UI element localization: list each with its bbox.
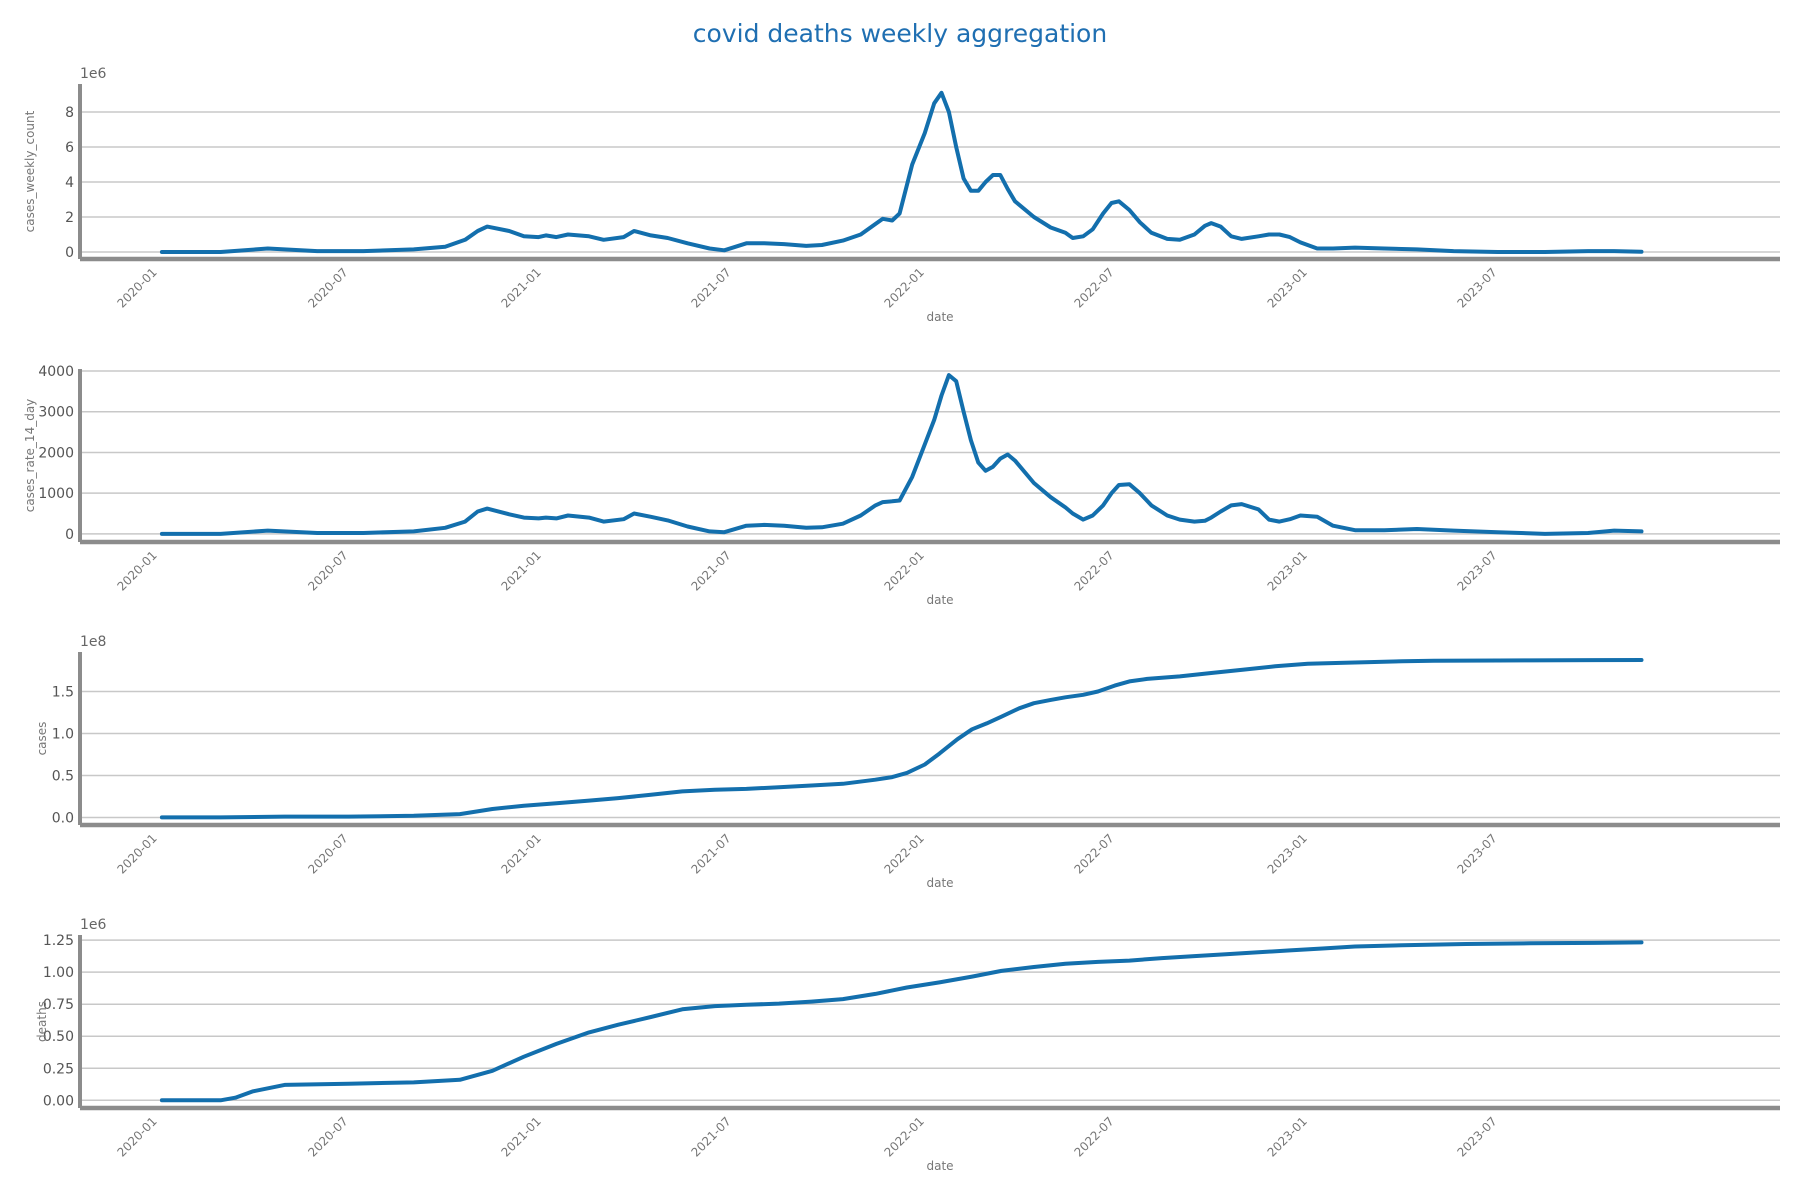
- x-tick-label: 2020-07: [305, 548, 350, 593]
- subplot-4: 0.00 0.25 0.50 0.75 1.00 1.25 1e6 2020-01 2020-0…: [35, 917, 1780, 1173]
- x-tick-label: 2023-01: [1265, 265, 1310, 310]
- y-tick-label: 3000: [38, 405, 74, 421]
- x-axis-label: date: [926, 1159, 953, 1173]
- y-tick-label: 0: [65, 245, 74, 261]
- x-tick-label: 2021-07: [688, 265, 733, 310]
- x-axis-label: date: [926, 310, 953, 324]
- series-line: [159, 940, 1644, 1103]
- y-tick-label: 2: [65, 210, 74, 226]
- x-axis-label: date: [926, 876, 953, 890]
- x-tick-label: 2022-01: [882, 548, 927, 593]
- x-tick-label: 2023-07: [1454, 265, 1499, 310]
- y-tick-label: 1.5: [52, 684, 74, 700]
- x-tick-label: 2023-01: [1265, 831, 1310, 876]
- chart-title: covid deaths weekly aggregation: [693, 19, 1107, 48]
- y-tick-label: 1000: [38, 486, 74, 502]
- x-tick-label: 2021-07: [688, 1114, 733, 1159]
- y-tick-label: 1.25: [43, 933, 74, 949]
- y-tick-label: 0: [65, 527, 74, 543]
- series-line: [159, 90, 1644, 254]
- x-tick-label: 2021-01: [498, 548, 543, 593]
- axis-offset-label: 1e8: [80, 634, 106, 650]
- x-tick-label: 2021-01: [498, 831, 543, 876]
- x-tick-label: 2021-01: [498, 1114, 543, 1159]
- y-tick-label: 4000: [38, 364, 74, 380]
- subplot-1: 0 2 4 6 8 1e6 2020-01 2020-07 2021-01 2021-07 2022…: [23, 66, 1780, 324]
- y-tick-label: 6: [65, 140, 74, 156]
- x-tick-label: 2020-01: [114, 265, 159, 310]
- x-tick-label: 2020-07: [305, 1114, 350, 1159]
- x-tick-label: 2023-01: [1265, 548, 1310, 593]
- x-axis-label: date: [926, 593, 953, 607]
- x-tick-label: 2022-07: [1071, 1114, 1116, 1159]
- x-tick-label: 2020-01: [114, 831, 159, 876]
- x-tick-label: 2023-07: [1454, 1114, 1499, 1159]
- axis-offset-label: 1e6: [80, 66, 107, 82]
- series-line: [159, 373, 1644, 536]
- y-tick-label: 1.00: [43, 965, 74, 981]
- subplot-3: 0.0 0.5 1.0 1.5 1e8 2020-01 2020-07 2021-01 2021…: [35, 634, 1780, 890]
- x-tick-label: 2020-07: [305, 265, 350, 310]
- x-tick-label: 2022-01: [882, 265, 927, 310]
- x-tick-label: 2021-01: [498, 265, 543, 310]
- y-tick-label: 4: [65, 175, 74, 191]
- y-axis-label: cases: [35, 722, 49, 756]
- x-tick-label: 2023-07: [1454, 548, 1499, 593]
- x-tick-label: 2021-07: [688, 548, 733, 593]
- y-tick-label: 8: [65, 105, 74, 121]
- x-tick-label: 2022-07: [1071, 831, 1116, 876]
- x-tick-label: 2022-07: [1071, 548, 1116, 593]
- x-tick-label: 2020-07: [305, 831, 350, 876]
- x-tick-label: 2020-01: [114, 548, 159, 593]
- x-tick-label: 2021-07: [688, 831, 733, 876]
- y-tick-label: 0.75: [43, 997, 74, 1013]
- y-tick-label: 0.0: [52, 810, 74, 826]
- x-tick-label: 2022-01: [882, 1114, 927, 1159]
- axis-offset-label: 1e6: [80, 917, 107, 933]
- y-axis-label: cases_weekly_count: [23, 110, 37, 232]
- y-tick-label: 1.0: [52, 726, 74, 742]
- x-tick-label: 2023-01: [1265, 1114, 1310, 1159]
- y-axis-label: deaths: [35, 1001, 49, 1042]
- x-tick-label: 2023-07: [1454, 831, 1499, 876]
- y-tick-label: 0.00: [43, 1093, 74, 1109]
- x-tick-label: 2022-07: [1071, 265, 1116, 310]
- y-tick-label: 0.50: [43, 1029, 74, 1045]
- y-tick-label: 0.5: [52, 768, 74, 784]
- y-tick-label: 2000: [38, 445, 74, 461]
- x-tick-label: 2022-01: [882, 831, 927, 876]
- subplot-2: 0 1000 2000 3000 4000 2020-01 2020-07 2021-01 20…: [23, 364, 1780, 607]
- y-tick-label: 0.25: [43, 1061, 74, 1077]
- series-line: [159, 658, 1644, 820]
- y-axis-label: cases_rate_14_day: [23, 399, 37, 513]
- x-tick-label: 2020-01: [114, 1114, 159, 1159]
